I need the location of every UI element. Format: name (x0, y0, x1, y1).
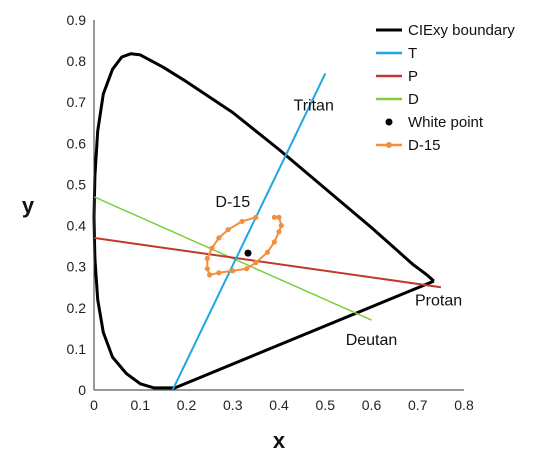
y-tick-label: 0.8 (67, 53, 87, 69)
y-ticks: 0 0.1 0.2 0.3 0.4 0.5 0.6 0.7 0.8 0.9 (67, 12, 87, 398)
plot-lines (92, 52, 442, 391)
legend-label-ciexy-boundary: CIExy boundary (408, 22, 515, 39)
legend: CIExy boundary TPD White point D-15 (376, 22, 515, 154)
x-tick-label: 0.2 (177, 397, 197, 413)
legend-label-t: T (408, 45, 417, 62)
d15-marker (271, 214, 277, 220)
legend-label-white-point: White point (408, 114, 484, 131)
legend-marker-d-15 (386, 142, 392, 148)
d15-marker (207, 272, 213, 278)
y-tick-label: 0.5 (67, 176, 87, 192)
d15-marker (253, 214, 259, 220)
x-tick-label: 0.7 (408, 397, 428, 413)
d15-marker (225, 227, 231, 233)
series-line-p (93, 236, 442, 289)
d15-marker (271, 239, 277, 245)
x-tick-label: 0 (90, 397, 98, 413)
x-tick-label: 0.6 (362, 397, 382, 413)
d15-marker (230, 268, 236, 274)
y-tick-label: 0.4 (67, 218, 87, 234)
d15-marker (216, 270, 222, 276)
d15-marker (239, 218, 245, 225)
d15-marker (253, 259, 259, 266)
annotation-d-15: D-15 (215, 194, 250, 211)
x-tick-label: 0.3 (223, 397, 243, 413)
d15-marker (276, 229, 282, 235)
axes (93, 20, 464, 391)
y-tick-label: 0.1 (67, 341, 87, 357)
d15-marker (216, 235, 222, 241)
x-axis-title: x (273, 428, 286, 453)
x-tick-label: 0.4 (269, 397, 289, 413)
y-tick-label: 0.7 (67, 94, 87, 110)
x-tick-label: 0.1 (131, 397, 151, 413)
x-tick-label: 0.8 (454, 397, 474, 413)
annotation-protan: Protan (415, 293, 462, 310)
legend-label-p: P (408, 68, 418, 85)
annotation-deutan: Deutan (346, 332, 398, 349)
d15-marker (204, 266, 210, 272)
legend-swatch-white-point (385, 118, 393, 126)
y-tick-label: 0 (78, 382, 86, 398)
series-line-t (171, 72, 327, 391)
d15-marker (244, 266, 250, 272)
d15-marker (278, 222, 284, 229)
x-tick-label: 0.5 (316, 397, 336, 413)
y-tick-label: 0.2 (67, 300, 87, 316)
d15-marker (209, 245, 215, 251)
d15-marker (276, 214, 282, 220)
y-tick-label: 0.6 (67, 135, 87, 151)
x-ticks: 0 0.1 0.2 0.3 0.4 0.5 0.6 0.7 0.8 (90, 397, 474, 413)
legend-label-d-15: D-15 (408, 137, 441, 154)
legend-label-d: D (408, 91, 419, 108)
y-axis-title: y (22, 193, 35, 218)
d15-marker (264, 249, 271, 255)
series-line-d-15 (206, 216, 283, 276)
series-line-ciexy-boundary (92, 52, 435, 390)
d15-marker (204, 255, 210, 262)
white-point-marker (244, 249, 252, 257)
y-tick-label: 0.3 (67, 259, 87, 275)
y-tick-label: 0.9 (67, 12, 87, 28)
annotations: Tritan D-15 Protan Deutan (215, 97, 462, 348)
annotation-tritan: Tritan (294, 97, 334, 114)
